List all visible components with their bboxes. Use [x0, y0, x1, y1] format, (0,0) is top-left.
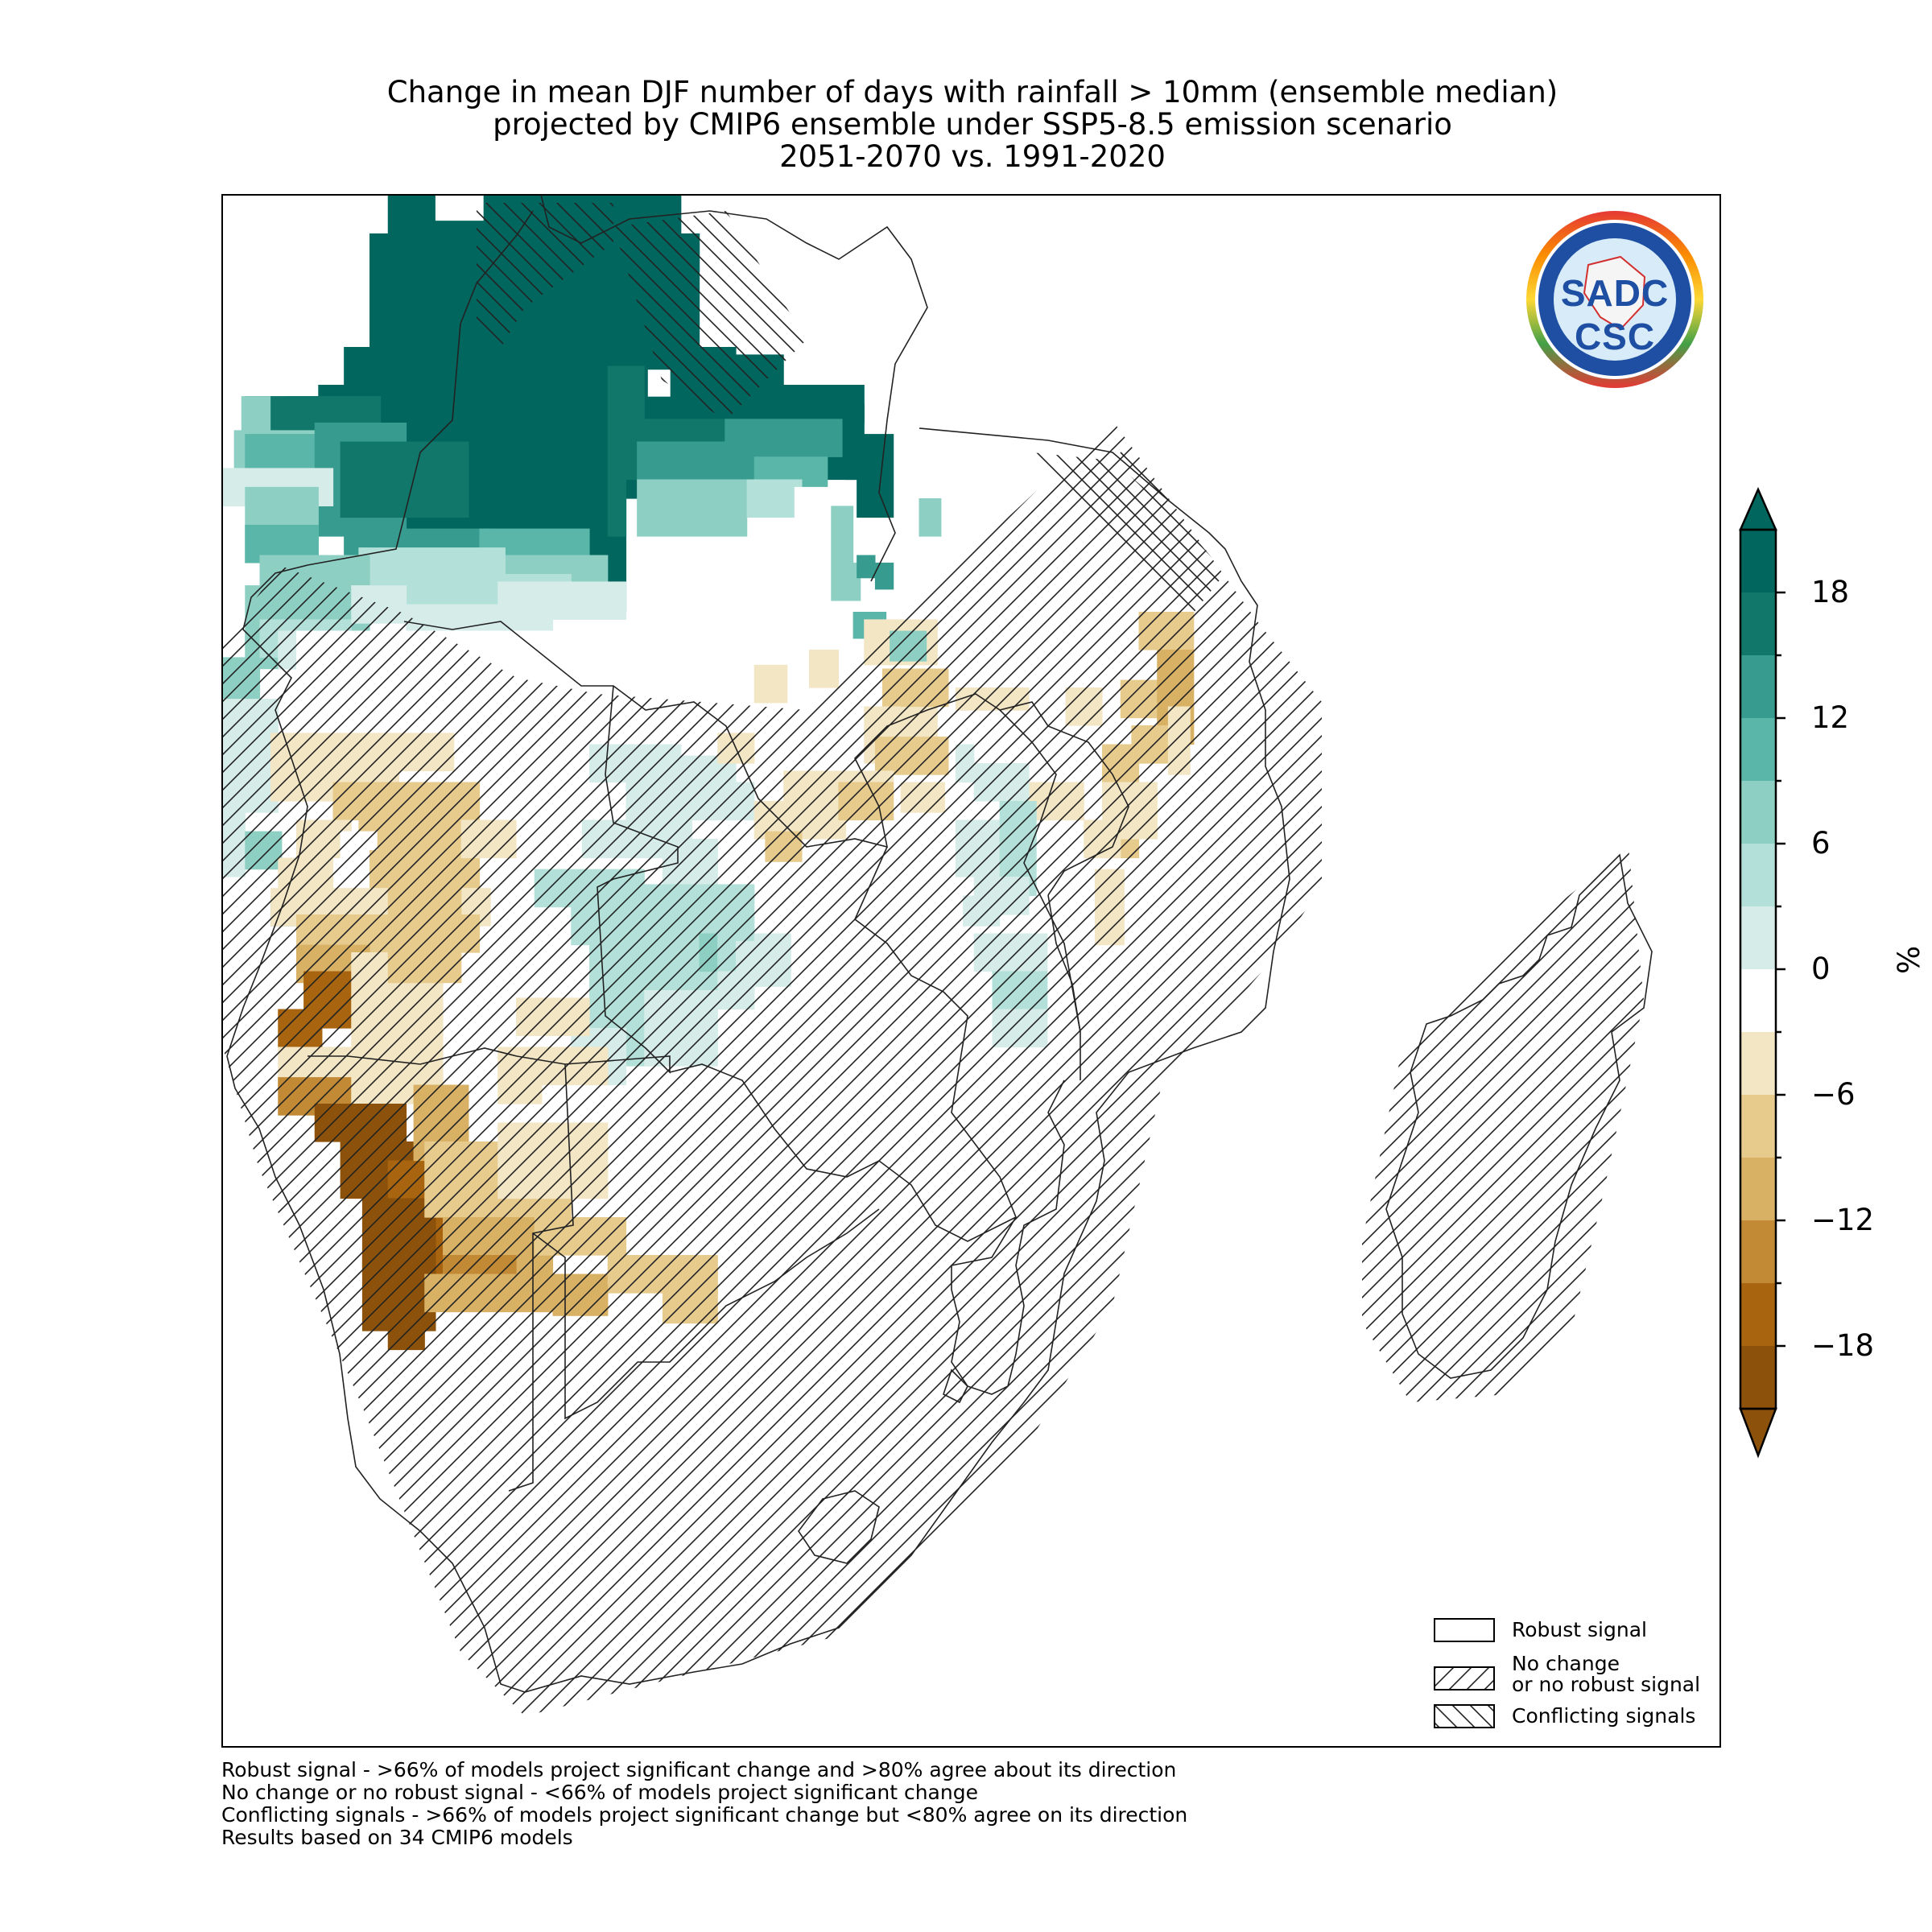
map-panel — [221, 194, 1721, 1748]
grid-cell — [919, 498, 942, 537]
logo-text: SADC CSC — [1560, 272, 1670, 357]
colorbar-band — [1740, 844, 1776, 906]
border-zambia — [669, 846, 1018, 1242]
map-canvas — [223, 196, 1653, 1716]
grid-cell — [607, 365, 645, 423]
colorbar-band — [1740, 718, 1776, 781]
grid-cell — [340, 441, 469, 518]
coastline-west — [226, 210, 1290, 1693]
grid-cell — [845, 434, 894, 481]
grid-cell — [637, 479, 748, 537]
legend-conflicting-swatch — [1434, 1704, 1495, 1728]
hatch-no-change-madagascar — [1362, 839, 1644, 1402]
colorbar-band — [1740, 1095, 1776, 1158]
colorbar-band — [1740, 1158, 1776, 1220]
border-drc-south — [403, 621, 1081, 1080]
grid-cell — [607, 479, 627, 537]
border-angola — [308, 685, 679, 1074]
footnote-4: Results based on 34 CMIP6 models — [221, 1826, 573, 1849]
border-eswatini — [943, 1368, 968, 1404]
grid-cell — [746, 479, 803, 518]
hatch-conflicting-north-2 — [613, 211, 807, 420]
title-line-1: Change in mean DJF number of days with r… — [386, 75, 1558, 109]
colorbar-band — [1740, 1220, 1776, 1283]
border-lesotho — [798, 1490, 880, 1564]
grid-cell — [831, 506, 854, 564]
colorbar-band — [1740, 1346, 1776, 1409]
colorbar-tick-label: 12 — [1811, 700, 1850, 735]
colorbar-extend-min — [1739, 1407, 1777, 1459]
border-east-africa — [919, 427, 1170, 502]
footnote-2: No change or no robust signal - <66% of … — [221, 1781, 978, 1804]
grid-cell — [809, 650, 839, 688]
grid-cell — [724, 419, 843, 457]
border-malawi — [1047, 894, 1081, 1033]
legend-no-change-label-2: or no robust signal — [1512, 1673, 1701, 1696]
title-line-2: projected by CMIP6 ensemble under SSP5-8… — [493, 107, 1452, 142]
grid-cell — [435, 196, 484, 221]
grid-cell — [857, 479, 894, 518]
legend-no-change-label-1: No change — [1512, 1652, 1620, 1675]
colorbar-tick-label: −18 — [1811, 1328, 1875, 1363]
colorbar-band — [1740, 969, 1776, 1032]
grid-cell — [831, 562, 861, 601]
colorbar-band — [1740, 906, 1776, 969]
colorbar-band — [1740, 530, 1776, 592]
border-drc-north — [540, 196, 928, 582]
colorbar-tick-label: −6 — [1811, 1077, 1856, 1112]
grid-cell — [753, 664, 788, 704]
map-title: Change in mean DJF number of days with r… — [223, 76, 1722, 173]
legend-robust-swatch — [1434, 1618, 1495, 1642]
border-botswana-sa — [532, 1208, 880, 1420]
legend-conflicting-label: Conflicting signals — [1512, 1704, 1696, 1728]
sadc-csc-logo: SADC CSC — [1524, 208, 1706, 390]
title-line-3: 2051-2070 vs. 1991-2020 — [779, 139, 1166, 174]
border-tanzania-inner — [999, 701, 1129, 896]
colorbar-extend-max — [1739, 486, 1777, 531]
border-mozambique — [951, 1080, 1065, 1395]
legend-robust-label: Robust signal — [1512, 1618, 1647, 1641]
colorbar-band — [1740, 781, 1776, 844]
footnote-1: Robust signal - >66% of models project s… — [221, 1758, 1177, 1781]
colorbar-unit: % — [1892, 945, 1926, 974]
hatch-no-change-mainland — [223, 420, 1322, 1716]
footnote-3: Conflicting signals - >66% of models pro… — [221, 1803, 1188, 1827]
colorbar-band — [1740, 1032, 1776, 1095]
colorbar-tick-label: −12 — [1811, 1203, 1875, 1237]
hatch-conflicting-east — [1032, 452, 1225, 613]
country-borders — [226, 196, 1653, 1693]
grid-cell — [497, 581, 627, 620]
colorbar-tick-label: 0 — [1811, 952, 1831, 986]
colorbar-tick-label: 18 — [1811, 575, 1850, 609]
footnotes: Robust signal - >66% of models project s… — [221, 1759, 1187, 1849]
colorbar — [1739, 486, 1785, 1459]
hatch-conflicting-north — [477, 203, 613, 348]
madagascar-outline — [1385, 853, 1653, 1379]
colorbar-band — [1740, 1283, 1776, 1346]
hatch-overlay — [223, 203, 1644, 1716]
colorbar-band — [1740, 592, 1776, 655]
grid-cell — [874, 562, 894, 590]
grid-cell — [857, 555, 876, 579]
legend-no-change-swatch — [1434, 1666, 1495, 1690]
colorbar-band — [1740, 655, 1776, 718]
colorbar-tick-label: 6 — [1811, 826, 1831, 861]
